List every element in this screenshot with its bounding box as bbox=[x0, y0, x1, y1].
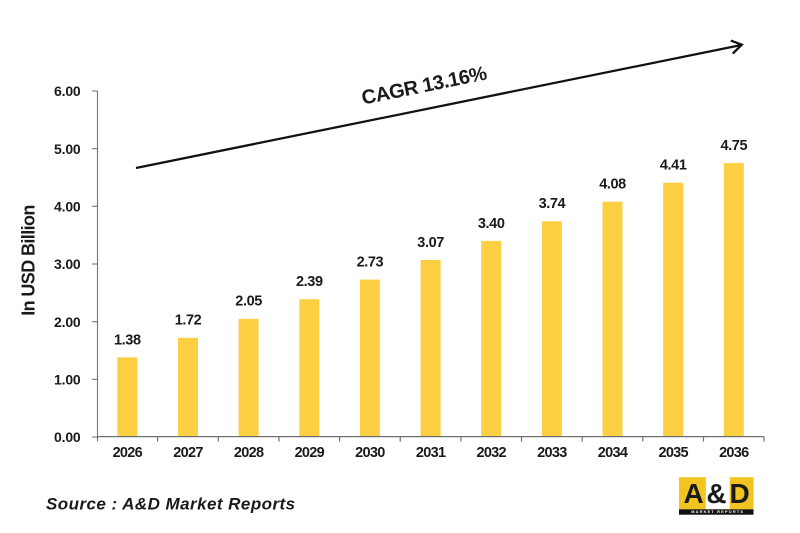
svg-text:4.75: 4.75 bbox=[720, 138, 747, 154]
svg-text:2.00: 2.00 bbox=[54, 314, 81, 330]
svg-text:1.38: 1.38 bbox=[114, 332, 141, 348]
svg-text:2028: 2028 bbox=[234, 445, 264, 461]
svg-text:4.08: 4.08 bbox=[599, 177, 626, 193]
svg-text:2029: 2029 bbox=[295, 445, 325, 461]
svg-text:6.00: 6.00 bbox=[54, 83, 81, 99]
svg-text:1.00: 1.00 bbox=[54, 371, 81, 387]
svg-text:2035: 2035 bbox=[658, 445, 688, 461]
svg-text:3.07: 3.07 bbox=[417, 235, 444, 251]
svg-text:2.73: 2.73 bbox=[357, 255, 384, 271]
svg-text:2036: 2036 bbox=[719, 445, 749, 461]
svg-text:2.05: 2.05 bbox=[235, 294, 262, 310]
svg-text:Source : A&D Market Reports: Source : A&D Market Reports bbox=[46, 495, 296, 514]
svg-text:2031: 2031 bbox=[416, 445, 446, 461]
svg-text:3.00: 3.00 bbox=[54, 256, 81, 272]
svg-text:CAGR 13.16%: CAGR 13.16% bbox=[360, 63, 489, 110]
svg-text:A: A bbox=[683, 478, 703, 509]
svg-text:2026: 2026 bbox=[113, 445, 143, 461]
svg-text:2030: 2030 bbox=[355, 445, 385, 461]
svg-text:1.72: 1.72 bbox=[175, 313, 202, 329]
svg-text:&: & bbox=[706, 478, 726, 509]
svg-text:4.00: 4.00 bbox=[54, 198, 81, 214]
svg-text:2034: 2034 bbox=[598, 445, 628, 461]
svg-text:In USD Billion: In USD Billion bbox=[18, 205, 38, 316]
svg-text:4.41: 4.41 bbox=[660, 158, 687, 174]
svg-text:D: D bbox=[729, 478, 749, 509]
svg-text:3.40: 3.40 bbox=[478, 216, 505, 232]
svg-text:2033: 2033 bbox=[537, 445, 567, 461]
svg-text:3.74: 3.74 bbox=[539, 196, 566, 212]
svg-text:0.00: 0.00 bbox=[54, 429, 81, 445]
svg-text:2032: 2032 bbox=[476, 445, 506, 461]
svg-text:2027: 2027 bbox=[173, 445, 203, 461]
svg-text:MARKET REPORTS: MARKET REPORTS bbox=[691, 509, 744, 514]
svg-text:5.00: 5.00 bbox=[54, 141, 81, 157]
svg-text:2.39: 2.39 bbox=[296, 274, 323, 290]
